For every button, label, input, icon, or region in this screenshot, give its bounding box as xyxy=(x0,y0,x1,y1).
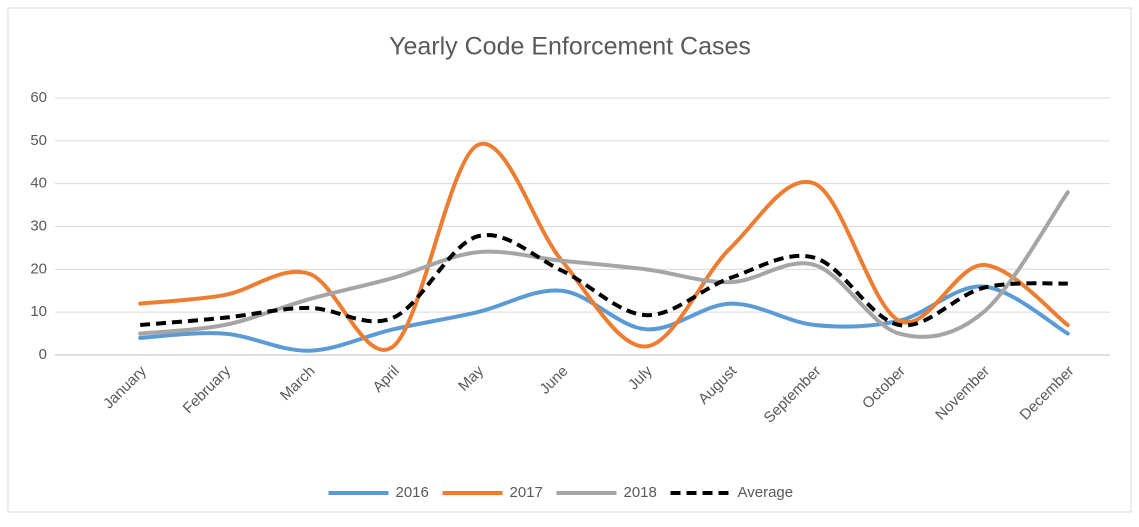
y-tick-label: 20 xyxy=(30,260,47,277)
legend-label: 2016 xyxy=(396,484,429,501)
legend-label: Average xyxy=(738,484,794,501)
y-tick-label: 0 xyxy=(39,346,47,363)
series-line xyxy=(138,284,1070,353)
y-tick-label: 50 xyxy=(30,132,47,149)
y-tick-label: 30 xyxy=(30,217,47,234)
series-line xyxy=(138,141,1070,352)
y-tick-label: 10 xyxy=(30,303,47,320)
chart-title: Yearly Code Enforcement Cases xyxy=(389,33,751,61)
legend-label: 2018 xyxy=(624,484,657,501)
legend-label: 2017 xyxy=(510,484,543,501)
series-line xyxy=(139,233,1068,328)
series-line xyxy=(138,190,1070,339)
y-tick-label: 40 xyxy=(30,175,47,192)
y-tick-label: 60 xyxy=(30,89,47,106)
